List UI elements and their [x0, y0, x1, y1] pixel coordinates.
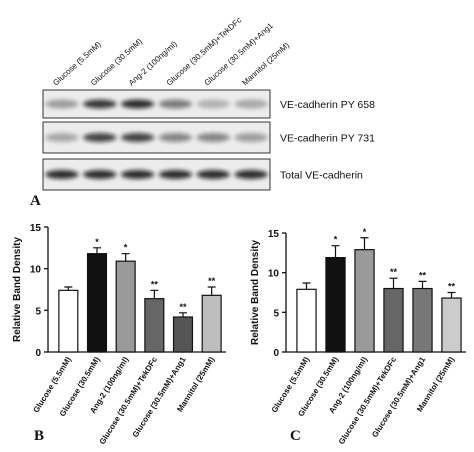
- band: [45, 99, 79, 109]
- bar: [58, 289, 79, 353]
- western-blot: Glucose (5.5mM)Glucose (30.5mM)Ang-2 (10…: [42, 15, 375, 191]
- y-tick-label: 0: [273, 348, 279, 359]
- row-label: VE-cadherin PY 731: [280, 133, 375, 145]
- x-tick-label: Glucose (30.5mM)+TekDFc: [98, 355, 160, 446]
- band: [158, 99, 193, 109]
- y-tick-label: 15: [268, 229, 280, 240]
- error-bar: [150, 289, 159, 299]
- y-tick-label: 5: [35, 306, 41, 317]
- y-axis-label: Relative Band Density: [12, 237, 23, 342]
- bar: [172, 316, 194, 353]
- bar: [144, 298, 165, 353]
- band: [234, 133, 268, 142]
- significance: *: [95, 237, 99, 247]
- row-label: VE-cadherin PY 658: [280, 99, 375, 111]
- band: [158, 170, 193, 179]
- band: [196, 99, 230, 109]
- band: [83, 170, 117, 179]
- band: [234, 99, 268, 109]
- bar: [441, 297, 462, 353]
- row-label: Total VE-cadherin: [280, 170, 363, 182]
- significance: **: [151, 279, 159, 289]
- y-tick-label: 15: [30, 223, 42, 234]
- significance: **: [390, 267, 398, 277]
- y-axis-label: Relative Band Density: [250, 240, 261, 345]
- bar: [383, 287, 404, 353]
- bar: [325, 256, 346, 353]
- y-tick-label: 5: [273, 308, 279, 319]
- band: [83, 133, 117, 142]
- band: [45, 133, 79, 142]
- x-tick-label: Glucose (30.5mM)+TekDFc: [337, 355, 399, 446]
- x-tick-label: Glucose (30.5mM)+Ang1: [370, 355, 427, 439]
- blot-strip: [42, 158, 271, 191]
- band: [120, 133, 155, 142]
- band: [45, 170, 79, 179]
- error-bar: [302, 282, 311, 290]
- bar: [296, 288, 317, 353]
- band: [196, 133, 230, 142]
- blot-strip: [42, 89, 271, 119]
- band: [234, 170, 268, 179]
- y-tick-label: 0: [35, 348, 41, 359]
- band: [120, 170, 155, 179]
- lane-label: Glucose (30.5mM)+Ang1: [203, 21, 276, 88]
- bar: [412, 287, 433, 353]
- significance: **: [448, 282, 456, 292]
- band: [158, 133, 193, 142]
- panel-label: B: [34, 428, 44, 444]
- band: [83, 99, 117, 109]
- bar: [354, 249, 375, 353]
- bar: [201, 294, 222, 353]
- error-bar: [64, 286, 73, 291]
- error-bar: [331, 245, 340, 258]
- y-tick-label: 10: [268, 269, 280, 280]
- blot-strip: [42, 121, 271, 154]
- error-bar: [447, 291, 456, 299]
- y-tick-label: 10: [30, 265, 42, 276]
- bar: [86, 253, 108, 353]
- error-bar: [207, 286, 216, 296]
- error-bar: [179, 312, 187, 317]
- error-bar: [389, 277, 398, 289]
- significance: *: [334, 235, 338, 245]
- significance: *: [363, 227, 367, 237]
- error-bar: [93, 247, 101, 254]
- error-bar: [418, 280, 427, 289]
- bar: [115, 260, 136, 353]
- significance: **: [208, 276, 216, 286]
- x-tick-label: Glucose (30.5mM)+Ang1: [131, 355, 188, 439]
- significance: **: [419, 270, 427, 280]
- band: [196, 170, 230, 179]
- error-bar: [121, 253, 130, 262]
- lane-label: Glucose (30.5mM)+TekDFc: [165, 15, 244, 87]
- error-bar: [360, 237, 369, 250]
- significance: **: [179, 302, 187, 312]
- panel-label: A: [30, 193, 41, 209]
- band: [120, 99, 155, 109]
- panel-label: C: [290, 428, 301, 444]
- significance: *: [124, 243, 128, 253]
